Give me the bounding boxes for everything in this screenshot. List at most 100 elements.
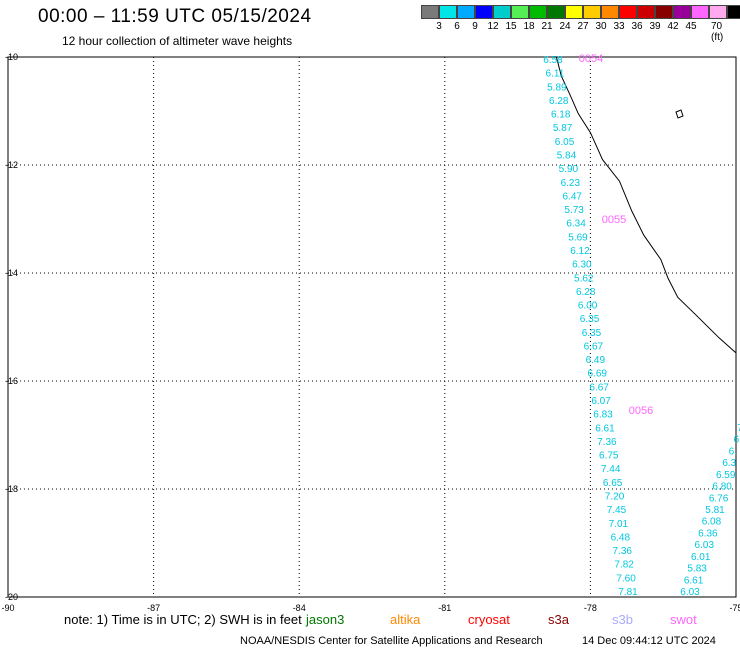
wave-height-label: 6 (734, 435, 740, 446)
wave-height-label: 6.05 (555, 137, 575, 148)
legend-label: 18 (523, 21, 535, 32)
wave-height-label: 6.08 (702, 517, 722, 528)
wave-height-label: 7.01 (609, 519, 629, 530)
wave-height-label: 7.60 (616, 573, 636, 584)
wave-height-label: 6.28 (576, 287, 596, 298)
wave-height-label: 6.34 (566, 219, 586, 230)
legend-label: 12 (487, 21, 499, 32)
wave-height-label: 5.73 (564, 205, 584, 216)
lat-tick-label: -12 (5, 160, 18, 170)
legend-swatch (493, 5, 511, 19)
wave-height-label: 6.58 (543, 55, 563, 66)
wave-height-label: 5.87 (553, 123, 573, 134)
wave-height-label: 6.01 (691, 552, 711, 563)
wave-height-label: 5.69 (568, 232, 588, 243)
legend-swatch (691, 5, 709, 19)
wave-height-label: 6.61 (684, 575, 704, 586)
map-frame (7, 56, 737, 598)
legend-swatch (673, 5, 691, 19)
legend-swatch (565, 5, 583, 19)
satellite-label: s3a (548, 612, 569, 627)
wave-height-label: 6.49 (586, 355, 606, 366)
wave-height-label: 6.00 (578, 301, 598, 312)
legend-label: 42 (667, 21, 679, 32)
wave-height-label: 5.62 (574, 273, 594, 284)
legend-label: 24 (559, 21, 571, 32)
satellite-label: swot (670, 612, 697, 627)
lat-tick-label: -16 (5, 376, 18, 386)
wave-height-label: 6.67 (584, 341, 604, 352)
wave-height-label: 7 (737, 423, 740, 434)
wave-height-label: 6.03 (680, 587, 700, 598)
wave-height-label: 7.20 (605, 492, 625, 503)
wave-height-label: 6.11 (546, 69, 565, 80)
wave-height-label: 5.89 (547, 82, 567, 93)
wave-height-label: 6.75 (599, 451, 619, 462)
lon-tick-label: -84 (293, 603, 306, 613)
lat-tick-label: -20 (5, 592, 18, 602)
legend-swatch (727, 5, 740, 19)
lon-tick-label: -75 (729, 603, 740, 613)
map-subtitle: 12 hour collection of altimeter wave hei… (62, 34, 293, 48)
legend-swatch (511, 5, 529, 19)
legend-label: 45 (685, 21, 697, 32)
legend-swatch (637, 5, 655, 19)
legend-label: 39 (649, 21, 661, 32)
wave-height-label: 7.82 (614, 560, 634, 571)
legend-swatch (457, 5, 475, 19)
legend-label: 9 (472, 21, 478, 32)
pass-time-label: 0054 (579, 53, 603, 65)
pass-time-label: 0055 (602, 214, 626, 226)
coastline (555, 56, 737, 354)
wave-height-label: 7.45 (607, 505, 627, 516)
lon-tick-label: -87 (147, 603, 160, 613)
wave-height-label: 6.3 (722, 458, 736, 469)
wave-height-label: 6.59 (716, 470, 736, 481)
wave-height-label: 6.47 (562, 191, 582, 202)
lon-tick-label: -78 (584, 603, 597, 613)
wave-height-label: 5.83 (687, 564, 707, 575)
lat-tick-label: -14 (5, 268, 18, 278)
wave-height-label: 6.48 (611, 532, 631, 543)
lat-tick-label: -10 (5, 52, 18, 62)
wave-height-label: 7.44 (601, 464, 621, 475)
wave-height-label: 7.81 (618, 587, 638, 598)
wave-height-label: 5.84 (557, 150, 577, 161)
legend-label: 21 (541, 21, 553, 32)
legend-swatch (529, 5, 547, 19)
satellite-label: altika (390, 612, 421, 627)
island-outline (675, 109, 684, 119)
legend-swatch (619, 5, 637, 19)
wave-height-label: 6.36 (698, 528, 718, 539)
wave-height-label: 6.69 (587, 369, 607, 380)
note-text: note: 1) Time is in UTC; 2) SWH is in fe… (64, 612, 302, 627)
satellite-label: s3b (612, 612, 633, 627)
wave-height-label: 7.36 (597, 437, 617, 448)
wave-height-label: 6.61 (595, 423, 615, 434)
wave-height-label: 6.80 (712, 482, 732, 493)
legend-tick-labels: 3 6 9 12 15 18 21 24 27 30 33 36 39 42 45 70 (ft) (421, 21, 740, 43)
legend-label: 15 (505, 21, 517, 32)
legend-label: 36 (631, 21, 643, 32)
lat-tick-label: -18 (5, 484, 18, 494)
wave-height-label: 6.23 (561, 178, 581, 189)
wave-height-label: 6.30 (572, 260, 592, 271)
wave-height-color-legend (421, 5, 740, 19)
legend-swatch (583, 5, 601, 19)
legend-label: 27 (577, 21, 589, 32)
pass-time-label: 0056 (629, 405, 653, 417)
legend-swatch (475, 5, 493, 19)
legend-swatch (547, 5, 565, 19)
map-title: 00:00 – 11:59 UTC 05/15/2024 (38, 6, 312, 27)
wave-height-label: 6.03 (695, 540, 715, 551)
wave-height-label: 7.36 (612, 546, 632, 557)
legend-swatch (439, 5, 457, 19)
wave-height-label: 6.35 (580, 314, 600, 325)
legend-swatch (709, 5, 727, 19)
legend-swatch (421, 5, 439, 19)
legend-label: 30 (595, 21, 607, 32)
satellite-label: jason3 (306, 612, 345, 627)
wave-height-label: 6.28 (549, 96, 569, 107)
legend-swatch (601, 5, 619, 19)
lon-tick-label: -90 (1, 603, 14, 613)
